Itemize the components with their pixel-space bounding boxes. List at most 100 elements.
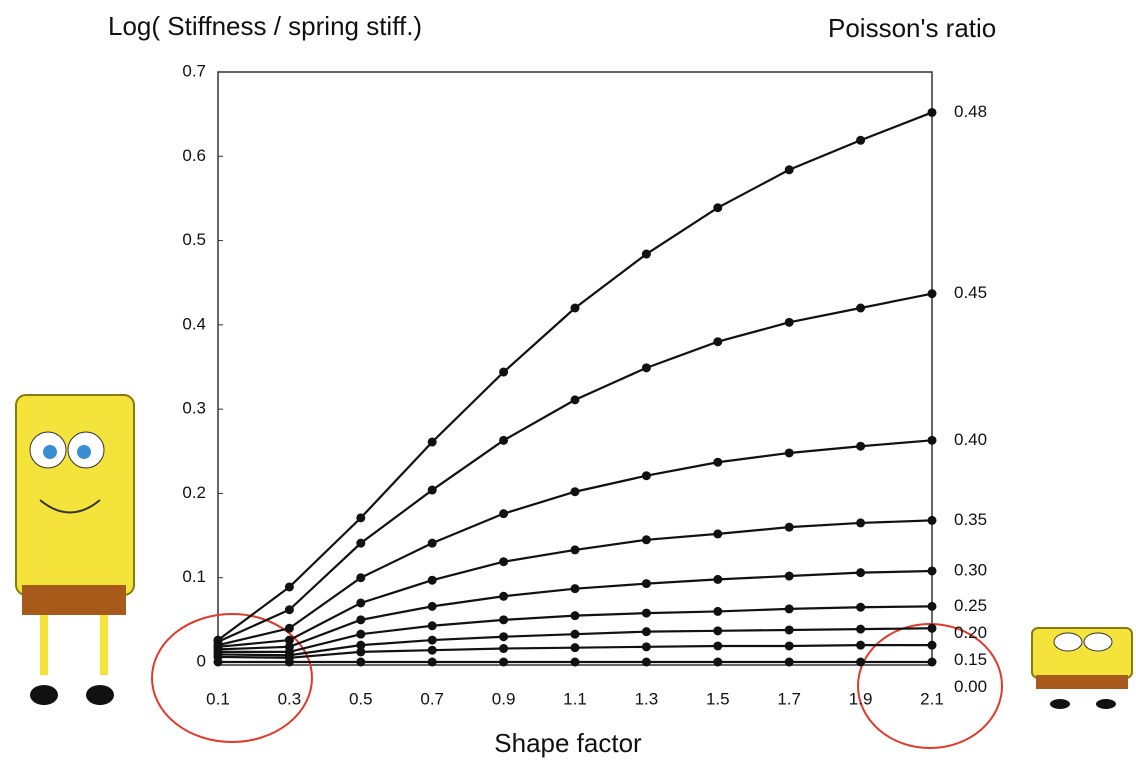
data-point [856, 135, 866, 145]
data-point [284, 657, 294, 667]
data-point [499, 591, 509, 601]
data-point [213, 657, 223, 667]
y-tick-label: 0.5 [182, 230, 206, 249]
series-line [217, 111, 933, 641]
data-point [641, 642, 651, 652]
data-point [356, 615, 366, 625]
data-point [570, 629, 580, 639]
data-point [641, 249, 651, 259]
data-point [427, 575, 437, 585]
data-point [427, 621, 437, 631]
data-point [427, 657, 437, 667]
data-point [713, 657, 723, 667]
data-point [570, 303, 580, 313]
data-point [570, 643, 580, 653]
y-tick-label: 0.4 [182, 314, 206, 333]
y-tick-label: 0.6 [182, 146, 206, 165]
data-point [927, 435, 937, 445]
data-point [784, 604, 794, 614]
series-label: 0.30 [954, 560, 987, 579]
data-point [713, 337, 723, 347]
data-point [713, 574, 723, 584]
x-tick-label: 0.1 [206, 689, 230, 708]
character-left [15, 394, 135, 705]
data-point [570, 657, 580, 667]
x-tick-label: 2.1 [920, 689, 944, 708]
data-point [356, 513, 366, 523]
y-tick-label: 0.3 [182, 399, 206, 418]
x-tick-label: 0.5 [349, 689, 373, 708]
data-point [927, 515, 937, 525]
data-point [356, 598, 366, 608]
x-tick-label: 0.9 [492, 689, 516, 708]
data-point [927, 566, 937, 576]
data-point [356, 573, 366, 583]
data-point [713, 641, 723, 651]
data-point [641, 471, 651, 481]
data-point [499, 367, 509, 377]
data-point [784, 625, 794, 635]
data-point [641, 363, 651, 373]
data-point [356, 657, 366, 667]
y-tick-label: 0 [197, 651, 206, 670]
series-label: 0.15 [954, 650, 987, 669]
data-point [784, 522, 794, 532]
data-point [856, 640, 866, 650]
data-point [427, 437, 437, 447]
y-tick-label: 0.1 [182, 567, 206, 586]
series-line [217, 519, 933, 648]
series-label: 0.45 [954, 283, 987, 302]
data-point [427, 601, 437, 611]
series-label: 0.48 [954, 102, 987, 121]
data-point [927, 623, 937, 633]
data-point [499, 435, 509, 445]
data-point [284, 605, 294, 615]
data-point [499, 557, 509, 567]
character-right [1031, 627, 1133, 709]
data-point [570, 395, 580, 405]
data-point [570, 487, 580, 497]
data-point [284, 635, 294, 645]
data-point [927, 107, 937, 117]
data-point [570, 584, 580, 594]
data-point [784, 657, 794, 667]
data-point [641, 579, 651, 589]
x-axis-title: Shape factor [494, 728, 642, 758]
data-point [713, 606, 723, 616]
data-point [927, 601, 937, 611]
y-axis-title: Log( Stiffness / spring stiff.) [108, 11, 422, 41]
data-point [427, 645, 437, 655]
data-point [641, 608, 651, 618]
x-tick-label: 0.7 [420, 689, 444, 708]
data-point [713, 457, 723, 467]
data-point [499, 632, 509, 642]
x-tick-label: 1.5 [706, 689, 730, 708]
x-tick-label: 1.1 [563, 689, 587, 708]
legend-title: Poisson's ratio [828, 13, 996, 43]
data-point [784, 571, 794, 581]
data-point [856, 657, 866, 667]
data-point [499, 644, 509, 654]
y-tick-label: 0.7 [182, 61, 206, 80]
data-point [427, 635, 437, 645]
data-point [713, 529, 723, 539]
x-tick-label: 1.3 [635, 689, 659, 708]
x-tick-label: 1.7 [777, 689, 801, 708]
data-point [499, 615, 509, 625]
series-label: 0.25 [954, 596, 987, 615]
y-tick-label: 0.2 [182, 483, 206, 502]
series-label: 0.35 [954, 510, 987, 529]
data-point [427, 485, 437, 495]
data-point [784, 641, 794, 651]
data-point [570, 611, 580, 621]
series-label: 0.00 [954, 677, 987, 696]
data-point [856, 518, 866, 528]
highlight-circle [151, 613, 313, 743]
data-point [927, 640, 937, 650]
data-point [784, 448, 794, 458]
data-point [284, 582, 294, 592]
data-point [356, 640, 366, 650]
data-point [499, 657, 509, 667]
data-point [499, 509, 509, 519]
data-point [856, 624, 866, 634]
